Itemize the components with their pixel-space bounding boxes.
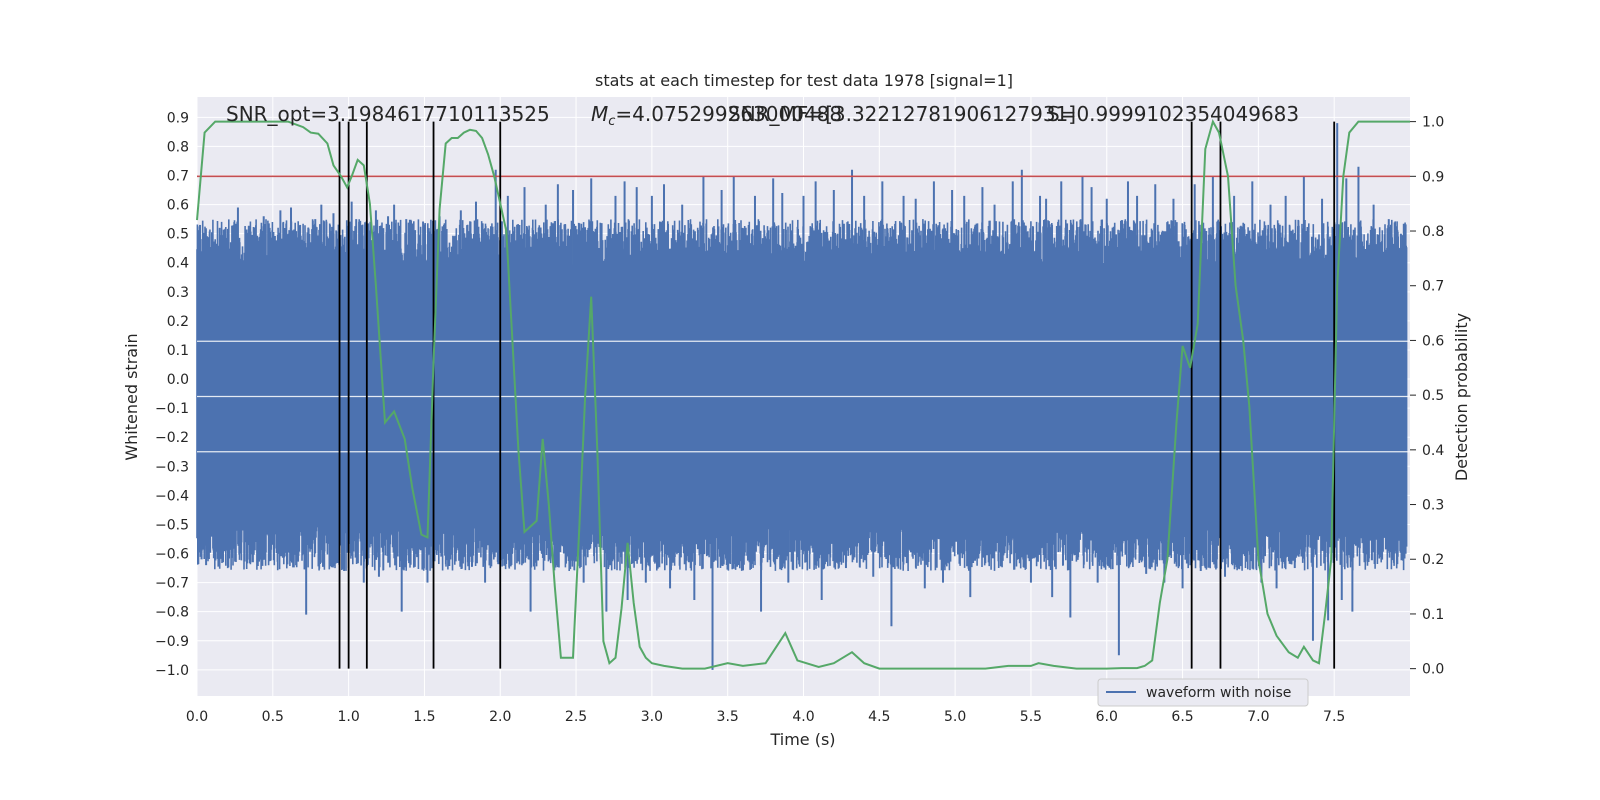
legend-label: waveform with noise <box>1146 685 1291 701</box>
y-left-tick-label: 0.5 <box>167 227 189 243</box>
waveform-series <box>196 123 1410 670</box>
x-tick-label: 5.5 <box>1020 709 1042 725</box>
y-left-tick-label: 0.0 <box>167 372 189 388</box>
event-lines <box>338 121 1336 669</box>
x-tick-labels: 0.0 0.5 1.0 1.5 2.0 2.5 3.0 3.5 4.0 4.5 5.0 5.5 6.0 6… <box>186 709 1345 725</box>
y-left-tick-label: 0.7 <box>167 169 189 185</box>
y-left-tick-label: −0.8 <box>155 605 189 621</box>
y-left-tick-labels: −1.0 −0.9 −0.8 −0.7 −0.6 −0.5 −0.4 −0.3 −0.2 −0.1… <box>155 110 189 678</box>
mc-subscript: c <box>608 114 615 129</box>
x-tick-label: 2.5 <box>565 709 587 725</box>
x-tick-label: 3.0 <box>641 709 663 725</box>
y-right-axis-label: Detection probability <box>1452 313 1471 481</box>
mc-annotation: Mc=4.075299263000488 <box>591 102 842 129</box>
x-tick-label: 7.5 <box>1323 709 1345 725</box>
x-tick-label: 6.5 <box>1171 709 1193 725</box>
y-left-axis-label: Whitened strain <box>122 333 141 460</box>
mc-symbol: M <box>591 102 608 126</box>
y-right-tick-label: 0.9 <box>1422 169 1444 185</box>
chart-title: stats at each timestep for test data 197… <box>595 71 1013 90</box>
y-left-tick-label: 0.9 <box>167 110 189 126</box>
probability-series <box>196 118 1410 670</box>
y-left-tick-label: −0.7 <box>155 576 189 592</box>
x-tick-label: 2.0 <box>489 709 511 725</box>
y-right-tick-label: 0.7 <box>1422 279 1444 295</box>
y-left-tick-label: 0.4 <box>167 256 189 272</box>
y-right-tick-label: 0.4 <box>1422 443 1444 459</box>
y-left-tick-label: −0.5 <box>155 517 189 533</box>
x-tick-label: 4.5 <box>868 709 890 725</box>
x-tick-label: 1.0 <box>337 709 359 725</box>
y-left-tick-label: −1.0 <box>155 663 189 679</box>
y-right-tick-label: 0.6 <box>1422 333 1444 349</box>
s-annotation: S=0.9999102354049683 <box>1047 102 1299 126</box>
y-left-tick-label: 0.1 <box>167 343 189 359</box>
x-tick-label: 0.5 <box>262 709 284 725</box>
x-tick-label: 4.0 <box>792 709 814 725</box>
y-left-tick-label: −0.4 <box>155 488 189 504</box>
legend-box <box>1097 678 1309 707</box>
y-left-tick-label: −0.6 <box>155 547 189 563</box>
x-tick-label: 1.5 <box>413 709 435 725</box>
x-tick-label: 7.0 <box>1247 709 1269 725</box>
probability-line <box>196 118 1410 670</box>
y-right-tick-label: 0.5 <box>1422 388 1444 404</box>
y-right-tick-labels: 0.0 0.1 0.2 0.3 0.4 0.5 0.6 0.7 0.8 0.9 1.0 <box>1410 115 1444 678</box>
x-tick-label: 6.0 <box>1096 709 1118 725</box>
x-tick-label: 0.0 <box>186 709 208 725</box>
y-left-tick-label: 0.2 <box>167 314 189 330</box>
y-right-tick-label: 0.0 <box>1422 662 1444 678</box>
snr-mf-annotation: SNR_MF=[3.32212781906127931] <box>728 102 1076 126</box>
y-right-tick-label: 0.1 <box>1422 607 1444 623</box>
y-right-tick-label: 0.8 <box>1422 224 1444 240</box>
legend: waveform with noise <box>1097 678 1309 707</box>
y-right-tick-label: 0.2 <box>1422 552 1444 568</box>
x-axis-label: Time (s) <box>769 730 835 749</box>
snr-opt-annotation: SNR_opt=3.1984617710113525 <box>226 102 550 126</box>
y-left-tick-label: 0.3 <box>167 285 189 301</box>
y-right-tick-label: 1.0 <box>1422 115 1444 131</box>
x-tick-label: 3.5 <box>717 709 739 725</box>
y-left-tick-label: 0.8 <box>167 139 189 155</box>
x-tick-label: 5.0 <box>944 709 966 725</box>
y-left-tick-label: −0.3 <box>155 459 189 475</box>
y-left-tick-label: −0.9 <box>155 634 189 650</box>
y-left-tick-label: −0.1 <box>155 401 189 417</box>
y-left-tick-label: −0.2 <box>155 430 189 446</box>
y-right-tick-label: 0.3 <box>1422 498 1444 514</box>
y-left-tick-label: 0.6 <box>167 198 189 214</box>
mc-value: =4.075299263000488 <box>615 102 842 126</box>
